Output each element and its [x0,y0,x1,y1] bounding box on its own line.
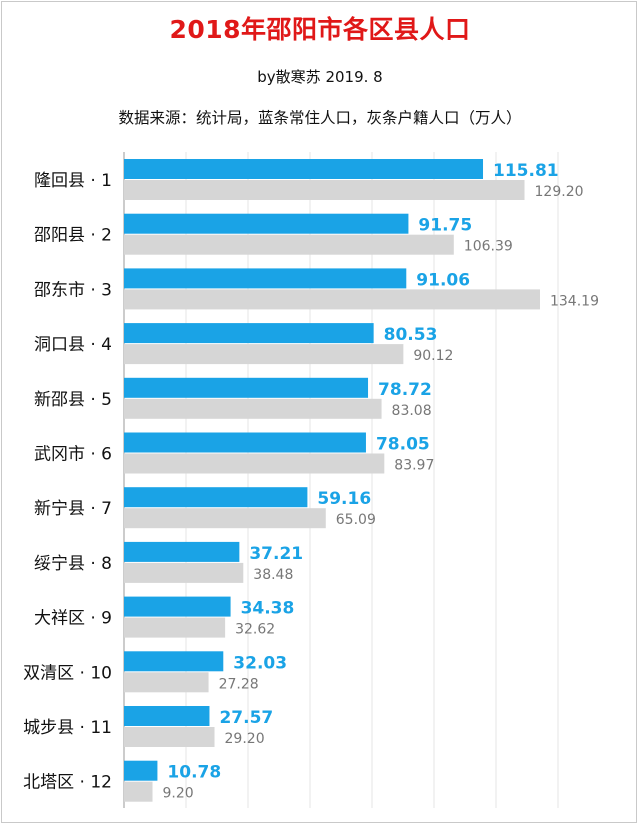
bar-primary [124,323,374,344]
value-label-primary: 78.72 [378,380,432,400]
value-label-secondary: 32.62 [235,622,275,638]
value-label-primary: 91.75 [418,216,472,236]
chart-subtitle: by散寒苏 2019. 8 [257,68,383,86]
bar-secondary [124,727,215,747]
value-label-secondary: 106.39 [464,239,513,255]
category-label: 武冈市 · 6 [34,445,112,465]
bar-primary [124,487,308,508]
category-label: 绥宁县 · 8 [34,554,112,574]
value-label-secondary: 65.09 [336,512,376,528]
value-label-primary: 91.06 [416,270,470,290]
value-label-secondary: 29.20 [225,731,265,747]
bar-secondary [124,234,454,255]
value-label-primary: 34.38 [241,599,295,619]
category-label: 洞口县 · 4 [34,335,112,355]
bar-secondary [124,562,244,583]
value-label-primary: 37.21 [249,544,303,564]
value-label-primary: 59.16 [317,489,371,509]
bar-primary [124,651,224,672]
bar-secondary [124,672,209,693]
value-label-secondary: 83.08 [392,403,432,419]
bar-primary [124,268,407,289]
category-label: 城步县 · 11 [23,718,112,738]
bar-primary [124,541,240,562]
bar-primary [124,377,369,398]
bar-primary [124,706,210,726]
chart-note: 数据来源：统计局，蓝条常住人口，灰条户籍人口（万人） [118,109,522,127]
bar-secondary [124,508,326,529]
value-label-primary: 10.78 [167,763,221,783]
category-label: 大祥区 · 9 [34,609,112,629]
chart-title: 2018年邵阳市各区县人口 [169,15,471,44]
bar-secondary [124,617,226,638]
category-label: 隆回县 · 1 [34,171,112,191]
category-label: 北塔区 · 12 [23,773,112,793]
bar-secondary [124,344,404,365]
value-label-primary: 115.81 [493,161,559,181]
value-label-secondary: 9.20 [163,786,194,802]
category-label: 新宁县 · 7 [34,499,112,519]
category-label: 邵阳县 · 2 [34,226,112,246]
value-label-primary: 27.57 [219,708,273,728]
value-label-secondary: 134.19 [550,293,599,309]
category-label: 新邵县 · 5 [34,390,112,410]
value-label-secondary: 129.20 [535,184,584,200]
bar-secondary [124,180,525,200]
category-label: 双清区 · 10 [23,663,112,683]
bar-primary [124,760,158,781]
value-label-secondary: 27.28 [219,676,259,692]
value-label-secondary: 90.12 [413,348,453,364]
bar-secondary [124,398,382,419]
bar-secondary [124,781,153,802]
bar-secondary [124,289,540,310]
bar-primary [124,432,366,453]
bar-secondary [124,453,385,474]
value-label-primary: 78.05 [376,435,430,455]
bar-primary [124,159,484,179]
bar-primary [124,213,409,234]
value-label-primary: 80.53 [384,325,438,345]
value-label-primary: 32.03 [233,653,287,673]
value-label-secondary: 38.48 [253,567,293,583]
bar-primary [124,596,231,617]
category-label: 邵东市 · 3 [34,280,112,300]
value-label-secondary: 83.97 [394,458,434,474]
